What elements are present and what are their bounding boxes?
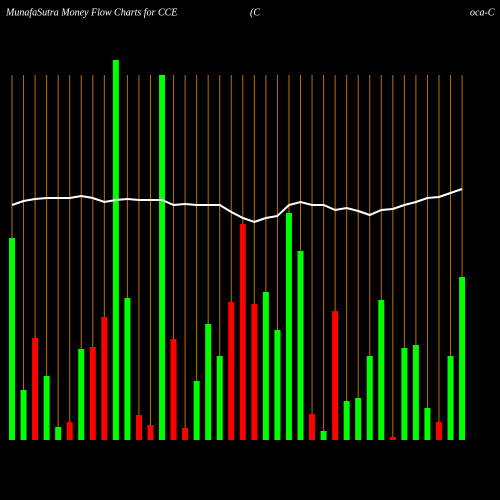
bar xyxy=(182,428,189,440)
bar xyxy=(251,304,258,440)
bar xyxy=(412,345,419,440)
bar xyxy=(55,427,62,440)
bar xyxy=(193,381,200,440)
bar xyxy=(309,414,316,440)
chart-subtitle: (C xyxy=(250,7,260,18)
bar xyxy=(20,390,27,440)
bar xyxy=(424,408,431,440)
bar xyxy=(101,317,108,440)
bar xyxy=(66,422,73,440)
bar xyxy=(355,398,362,440)
chart-title: MunafaSutra Money Flow Charts for CCE xyxy=(5,7,177,18)
bar xyxy=(32,338,39,440)
bar xyxy=(135,415,142,440)
bar xyxy=(389,437,396,440)
bar xyxy=(262,292,269,440)
bar xyxy=(112,60,119,440)
bar xyxy=(170,339,177,440)
chart-subtitle: oca-C xyxy=(470,7,495,18)
bar xyxy=(435,422,442,440)
bar xyxy=(78,349,85,440)
bar xyxy=(89,347,96,440)
bar xyxy=(401,348,408,440)
bar xyxy=(43,376,50,440)
bar xyxy=(447,356,454,440)
bar xyxy=(274,330,281,440)
bar xyxy=(297,251,304,440)
bar xyxy=(9,238,15,440)
bar xyxy=(459,277,466,440)
bar xyxy=(343,401,350,440)
bar xyxy=(147,425,154,440)
line xyxy=(11,188,463,224)
bar xyxy=(239,224,246,440)
bar xyxy=(285,213,292,440)
bar xyxy=(205,324,212,440)
bar xyxy=(378,300,385,440)
bar xyxy=(320,431,327,440)
bar xyxy=(332,311,339,440)
bar xyxy=(216,356,223,440)
bar xyxy=(159,75,166,440)
bar xyxy=(228,302,235,440)
bar xyxy=(366,356,373,440)
bar xyxy=(124,298,131,440)
